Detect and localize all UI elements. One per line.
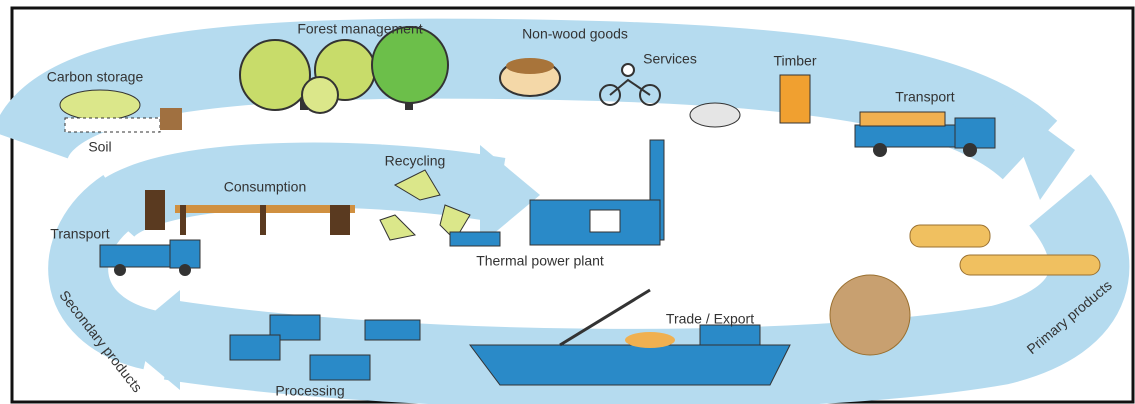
node-label: Transport bbox=[895, 89, 955, 105]
diagram: Forest management Non-wood goods Carbon … bbox=[0, 0, 1135, 404]
basket-icon bbox=[500, 58, 560, 96]
node-label: Non-wood goods bbox=[522, 26, 628, 42]
node-label: Recycling bbox=[385, 153, 446, 169]
node-label: Consumption bbox=[224, 179, 307, 195]
node-label: Carbon storage bbox=[47, 69, 144, 85]
node-label: Soil bbox=[88, 139, 111, 155]
node-label: Thermal power plant bbox=[476, 253, 604, 269]
node-label: Forest management bbox=[297, 21, 422, 37]
trees-icon bbox=[240, 27, 448, 113]
node-label: Services bbox=[643, 51, 697, 67]
node-label: Processing bbox=[275, 383, 344, 399]
node-label: Trade / Export bbox=[666, 311, 754, 327]
node-label: Timber bbox=[773, 53, 816, 69]
node-label: Transport bbox=[50, 226, 110, 242]
